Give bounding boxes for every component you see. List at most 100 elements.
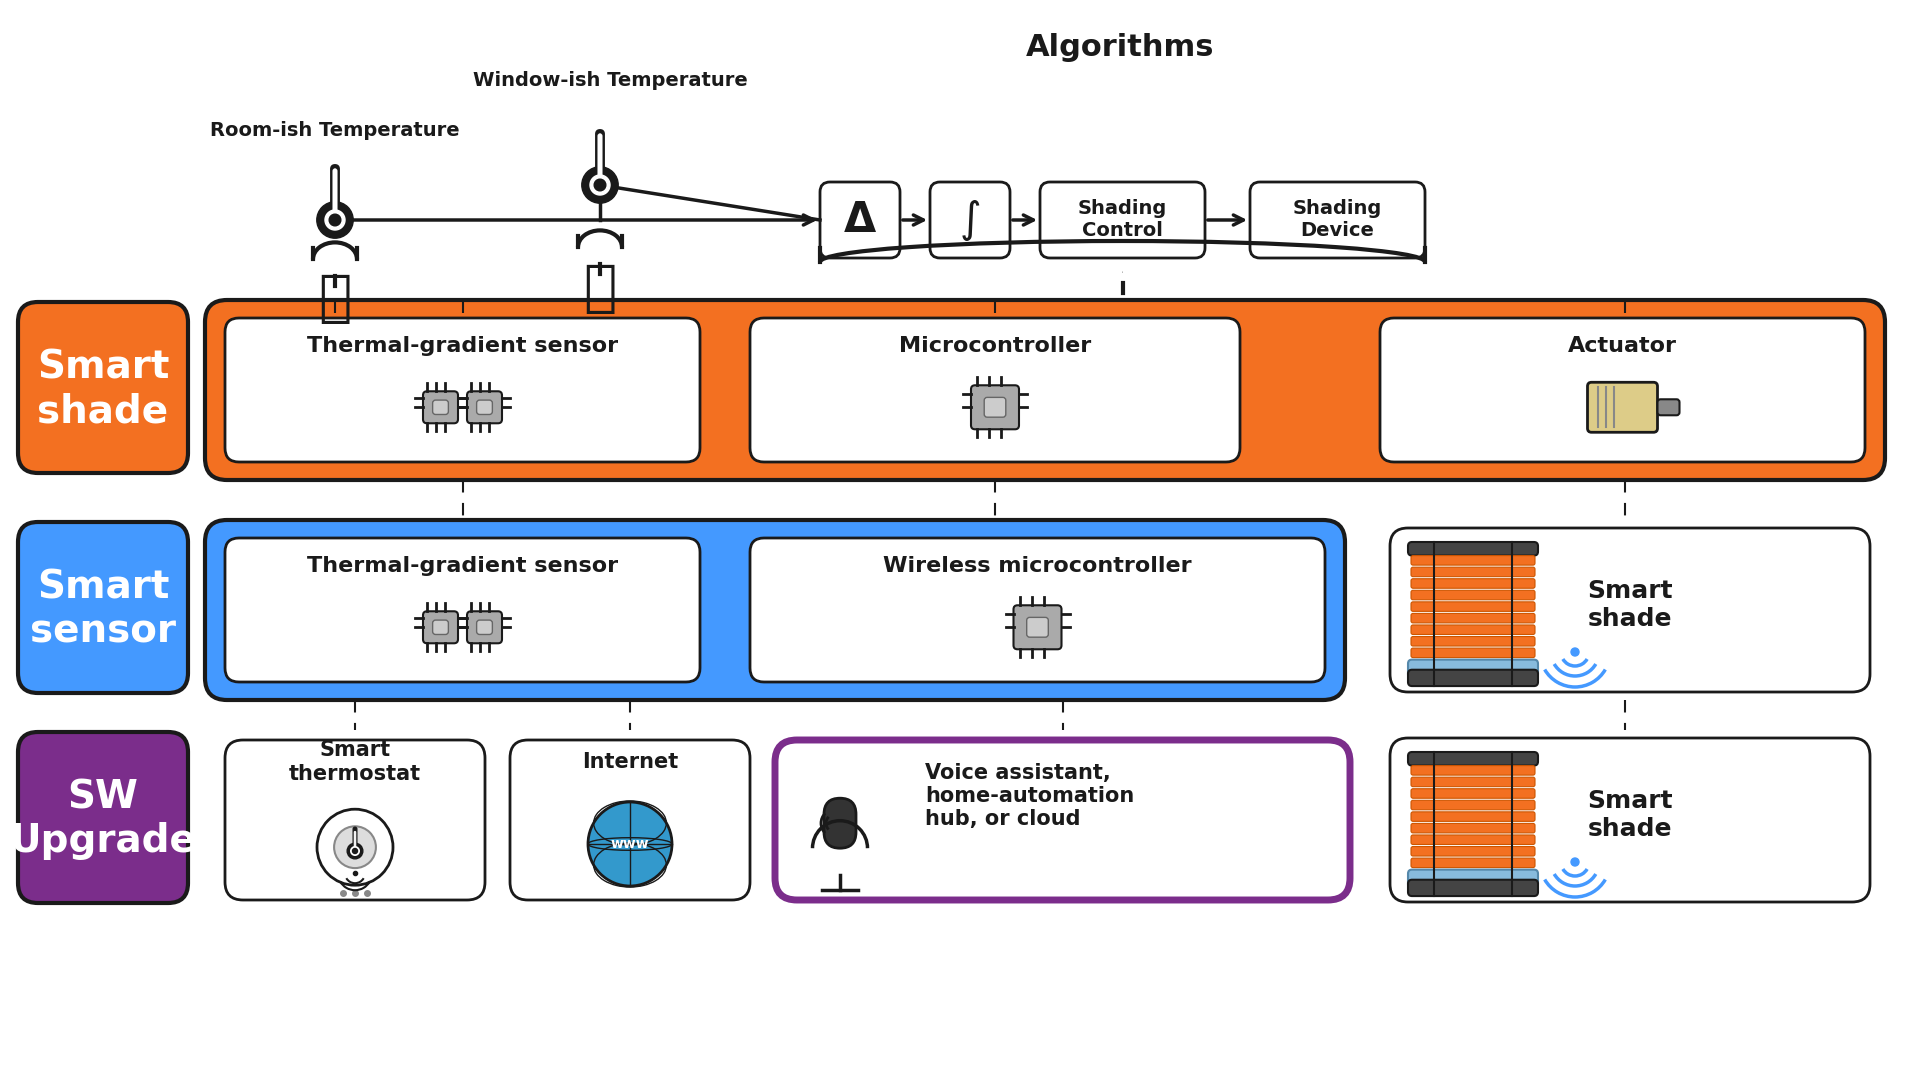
FancyBboxPatch shape: [1411, 648, 1534, 658]
FancyBboxPatch shape: [330, 165, 340, 220]
FancyBboxPatch shape: [467, 611, 501, 644]
FancyBboxPatch shape: [467, 391, 501, 423]
FancyBboxPatch shape: [1411, 602, 1534, 611]
FancyBboxPatch shape: [595, 130, 605, 185]
FancyBboxPatch shape: [1411, 625, 1534, 634]
FancyBboxPatch shape: [1588, 382, 1657, 432]
FancyBboxPatch shape: [1411, 613, 1534, 623]
FancyBboxPatch shape: [17, 302, 188, 473]
FancyBboxPatch shape: [1411, 778, 1534, 786]
FancyBboxPatch shape: [1411, 555, 1534, 565]
FancyBboxPatch shape: [597, 134, 603, 183]
Circle shape: [1571, 648, 1578, 656]
FancyBboxPatch shape: [1411, 788, 1534, 798]
FancyBboxPatch shape: [1411, 847, 1534, 856]
FancyBboxPatch shape: [1411, 859, 1534, 867]
Text: Shading
Device: Shading Device: [1292, 200, 1382, 241]
Circle shape: [588, 802, 672, 886]
Text: Voice assistant,
home-automation
hub, or cloud: Voice assistant, home-automation hub, or…: [925, 762, 1135, 829]
Text: SW
Upgrade: SW Upgrade: [10, 779, 196, 861]
Circle shape: [334, 826, 376, 868]
FancyBboxPatch shape: [1407, 542, 1538, 555]
FancyBboxPatch shape: [751, 318, 1240, 462]
FancyBboxPatch shape: [353, 827, 357, 851]
Text: Room-ish Temperature: Room-ish Temperature: [209, 121, 459, 139]
FancyBboxPatch shape: [1411, 636, 1534, 646]
FancyBboxPatch shape: [1390, 738, 1870, 902]
FancyBboxPatch shape: [511, 740, 751, 900]
FancyBboxPatch shape: [1250, 183, 1425, 258]
Circle shape: [593, 179, 607, 191]
Text: Smart
shade: Smart shade: [1588, 789, 1672, 841]
Circle shape: [351, 847, 359, 855]
FancyBboxPatch shape: [1411, 591, 1534, 599]
Circle shape: [328, 214, 342, 226]
Text: Algorithms: Algorithms: [1025, 33, 1213, 63]
FancyBboxPatch shape: [17, 732, 188, 903]
Text: www: www: [611, 837, 649, 851]
FancyBboxPatch shape: [1411, 835, 1534, 845]
FancyBboxPatch shape: [824, 798, 856, 848]
FancyBboxPatch shape: [476, 620, 492, 634]
FancyBboxPatch shape: [205, 300, 1885, 480]
FancyBboxPatch shape: [1380, 318, 1864, 462]
FancyBboxPatch shape: [225, 538, 701, 681]
FancyBboxPatch shape: [820, 183, 900, 258]
Circle shape: [582, 166, 618, 203]
Text: Wireless microcontroller: Wireless microcontroller: [883, 556, 1192, 576]
FancyBboxPatch shape: [776, 740, 1350, 900]
FancyBboxPatch shape: [225, 740, 486, 900]
Text: ⌣: ⌣: [319, 272, 351, 326]
FancyBboxPatch shape: [751, 538, 1325, 681]
FancyBboxPatch shape: [422, 391, 459, 423]
FancyBboxPatch shape: [1390, 528, 1870, 692]
FancyBboxPatch shape: [476, 400, 492, 415]
FancyBboxPatch shape: [929, 183, 1010, 258]
Text: Internet: Internet: [582, 752, 678, 772]
FancyBboxPatch shape: [1407, 670, 1538, 686]
Text: ⌣: ⌣: [584, 262, 616, 316]
Text: Microcontroller: Microcontroller: [899, 336, 1091, 356]
FancyBboxPatch shape: [422, 611, 459, 644]
Text: ∫: ∫: [960, 199, 981, 241]
Text: Thermal-gradient sensor: Thermal-gradient sensor: [307, 336, 618, 356]
FancyBboxPatch shape: [972, 386, 1020, 429]
FancyBboxPatch shape: [1407, 660, 1538, 678]
FancyBboxPatch shape: [432, 620, 449, 634]
FancyBboxPatch shape: [1411, 567, 1534, 577]
FancyBboxPatch shape: [332, 168, 338, 218]
FancyBboxPatch shape: [1657, 400, 1680, 416]
FancyBboxPatch shape: [1014, 605, 1062, 649]
FancyBboxPatch shape: [225, 318, 701, 462]
Text: Window-ish Temperature: Window-ish Temperature: [472, 70, 747, 90]
Text: Thermal-gradient sensor: Thermal-gradient sensor: [307, 556, 618, 576]
FancyBboxPatch shape: [985, 397, 1006, 417]
FancyBboxPatch shape: [1041, 183, 1206, 258]
Text: Smart
shade: Smart shade: [36, 349, 169, 431]
Circle shape: [1571, 858, 1578, 866]
Circle shape: [317, 202, 353, 239]
FancyBboxPatch shape: [1411, 812, 1534, 822]
Circle shape: [348, 843, 363, 859]
Text: Smart
shade: Smart shade: [1588, 579, 1672, 631]
FancyBboxPatch shape: [1411, 823, 1534, 833]
Text: Shading
Control: Shading Control: [1077, 200, 1167, 241]
Text: Δ: Δ: [845, 199, 876, 241]
Circle shape: [324, 210, 346, 230]
Text: Actuator: Actuator: [1569, 336, 1676, 356]
Circle shape: [317, 809, 394, 886]
FancyBboxPatch shape: [1411, 579, 1534, 589]
FancyBboxPatch shape: [432, 400, 449, 415]
Text: Smart
sensor: Smart sensor: [31, 568, 177, 650]
FancyBboxPatch shape: [17, 522, 188, 693]
FancyBboxPatch shape: [1407, 752, 1538, 766]
Circle shape: [353, 849, 357, 853]
Circle shape: [589, 175, 611, 195]
FancyBboxPatch shape: [1411, 800, 1534, 810]
FancyBboxPatch shape: [1407, 869, 1538, 888]
FancyBboxPatch shape: [1411, 766, 1534, 775]
FancyBboxPatch shape: [205, 519, 1346, 700]
FancyBboxPatch shape: [1027, 618, 1048, 637]
Text: Smart
thermostat: Smart thermostat: [288, 741, 420, 784]
FancyBboxPatch shape: [1407, 880, 1538, 896]
